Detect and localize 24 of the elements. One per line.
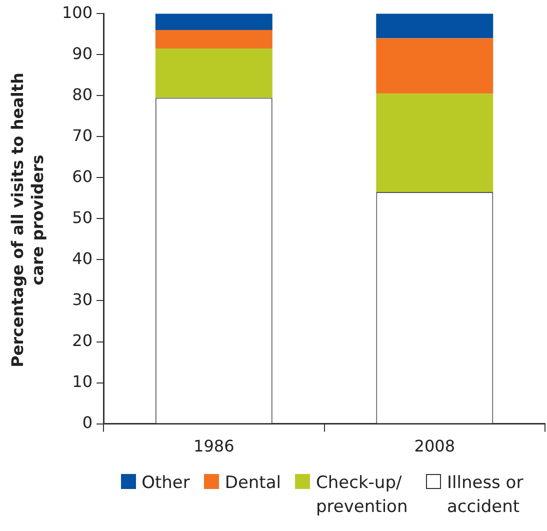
bar [376, 38, 494, 94]
x-tick-label: 2008 [414, 436, 455, 456]
bar [376, 94, 494, 192]
legend-label: Dental [224, 472, 281, 495]
y-tick-label: 70 [72, 126, 93, 145]
bar [155, 30, 272, 48]
y-tick-label: 20 [72, 330, 93, 350]
y-tick-label: 60 [72, 166, 93, 186]
y-axis-title: Percentage of all visits to health care providers [8, 72, 48, 370]
bar [155, 14, 272, 30]
bar [376, 14, 494, 38]
y-tick-label: 40 [72, 248, 93, 268]
y-tick-label: 100 [62, 2, 93, 22]
bar [155, 48, 272, 98]
legend-label: Other [142, 472, 190, 495]
y-tick-label: 50 [72, 208, 93, 227]
y-tick-label: 0 [82, 412, 93, 432]
y-tick-label: 30 [72, 290, 93, 309]
text: Illness or accident [447, 472, 524, 519]
y-tick-label: 80 [72, 84, 93, 104]
y-tick-label: 90 [72, 44, 93, 63]
x-tick-label: 1986 [194, 436, 234, 456]
legend-label: Check-up/ prevention [316, 472, 409, 519]
y-tick-label: 10 [72, 372, 93, 391]
